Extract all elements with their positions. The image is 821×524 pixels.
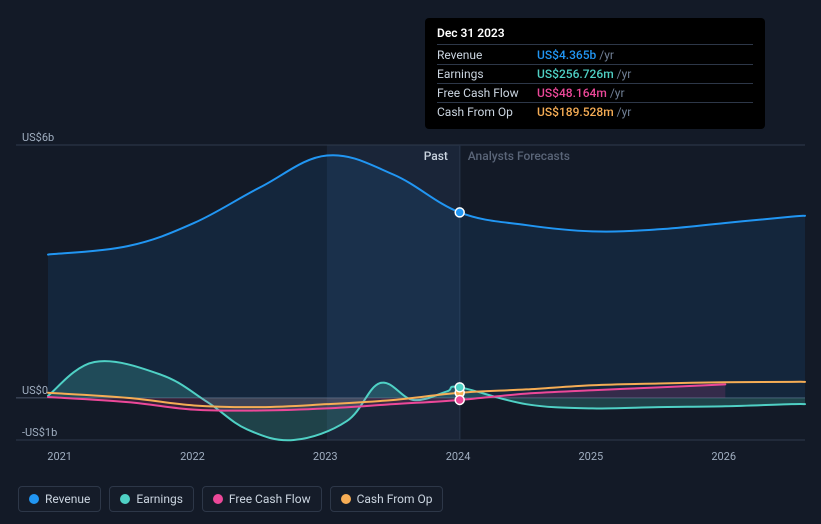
- x-axis-label: 2026: [711, 450, 736, 463]
- tooltip-row-label: Cash From Op: [437, 105, 537, 119]
- tooltip-row: RevenueUS$4.365b/yr: [437, 46, 753, 65]
- legend-item[interactable]: Free Cash Flow: [202, 486, 322, 512]
- tooltip-row-value: US$256.726m: [537, 67, 614, 81]
- tooltip-row-label: Revenue: [437, 48, 537, 62]
- past-label: Past: [424, 149, 448, 163]
- legend-item[interactable]: Earnings: [109, 486, 194, 512]
- tooltip-row-suffix: /yr: [599, 48, 614, 62]
- legend-swatch: [213, 494, 223, 504]
- y-axis-label: -US$1b: [22, 426, 57, 439]
- tooltip-date: Dec 31 2023: [437, 26, 753, 45]
- x-axis-label: 2021: [47, 450, 72, 463]
- legend-item[interactable]: Cash From Op: [330, 486, 444, 512]
- tooltip-row-value: US$189.528m: [537, 105, 614, 119]
- tooltip-row-value: US$48.164m: [537, 86, 607, 100]
- legend-item[interactable]: Revenue: [18, 486, 101, 512]
- legend-swatch: [341, 494, 351, 504]
- legend-label: Revenue: [45, 492, 90, 506]
- forecast-label: Analysts Forecasts: [468, 149, 570, 163]
- y-axis-label: US$0: [22, 384, 48, 397]
- legend-label: Free Cash Flow: [229, 492, 311, 506]
- tooltip-row: Free Cash FlowUS$48.164m/yr: [437, 84, 753, 103]
- x-axis-label: 2022: [180, 450, 205, 463]
- tooltip-row-suffix: /yr: [610, 86, 625, 100]
- x-axis-label: 2025: [579, 450, 604, 463]
- x-axis-label: 2024: [446, 450, 471, 463]
- chart-legend: Revenue Earnings Free Cash Flow Cash From O…: [18, 486, 443, 512]
- legend-label: Earnings: [136, 492, 183, 506]
- chart-tooltip: Dec 31 2023 RevenueUS$4.365b/yrEarningsU…: [425, 18, 765, 129]
- legend-swatch: [29, 494, 39, 504]
- tooltip-row-suffix: /yr: [617, 67, 632, 81]
- tooltip-row: EarningsUS$256.726m/yr: [437, 65, 753, 84]
- x-axis-label: 2023: [313, 450, 338, 463]
- tooltip-row-value: US$4.365b: [537, 48, 596, 62]
- tooltip-row-label: Free Cash Flow: [437, 86, 537, 100]
- legend-label: Cash From Op: [357, 492, 433, 506]
- y-axis-label: US$6b: [22, 131, 54, 144]
- tooltip-row: Cash From OpUS$189.528m/yr: [437, 103, 753, 121]
- tooltip-row-suffix: /yr: [617, 105, 632, 119]
- tooltip-row-label: Earnings: [437, 67, 537, 81]
- legend-swatch: [120, 494, 130, 504]
